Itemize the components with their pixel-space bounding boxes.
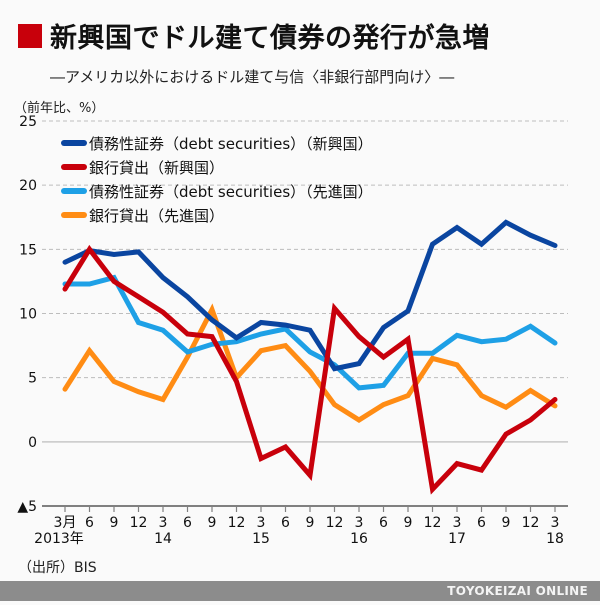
series-lines (62, 219, 558, 495)
x-tick-label: 6 (477, 515, 486, 531)
series-line (62, 303, 558, 423)
x-tick-label: 3 (159, 515, 168, 531)
footer-bar: TOYOKEIZAI ONLINE (0, 581, 600, 601)
chart-subtitle: ―アメリカ以外におけるドル建て与信〈非銀行部門向け〉― (50, 68, 455, 86)
x-tick-label: 6 (183, 515, 192, 531)
x-tick-label: 3月 (54, 515, 77, 531)
y-tick-label: ▲5 (17, 499, 37, 515)
x-tick-label: 12 (326, 515, 344, 531)
x-tick-label: 3 (551, 515, 560, 531)
x-year-label: 14 (154, 531, 172, 547)
x-tick-label: 12 (130, 515, 148, 531)
x-tick-label: 9 (208, 515, 217, 531)
x-year-label: 2013年 (34, 531, 84, 547)
x-tick-label: 9 (404, 515, 413, 531)
x-year-label: 15 (252, 531, 270, 547)
x-tick-label: 9 (502, 515, 511, 531)
y-tick-label: 5 (28, 371, 37, 387)
y-tick-label: 15 (19, 242, 37, 258)
y-axis-ticks: 25 20 15 10 5 0 ▲5 (17, 114, 37, 515)
legend-label: 銀行貸出（新興国） (89, 159, 224, 177)
x-tick-label: 6 (85, 515, 94, 531)
x-tick-label: 12 (228, 515, 246, 531)
x-year-label: 17 (448, 531, 466, 547)
y-axis-unit-label: （前年比、%） (14, 101, 105, 116)
y-tick-label: 20 (19, 178, 37, 194)
x-tick-label: 9 (306, 515, 315, 531)
x-tick-label: 3 (257, 515, 266, 531)
legend-label: 債務性証券（debt securities）（新興国） (89, 135, 373, 153)
chart-title: 新興国でドル建て債券の発行が急増 (50, 23, 490, 54)
footer-brand: TOYOKEIZAI ONLINE (447, 584, 588, 598)
legend-label: 債務性証券（debt securities）（先進国） (89, 183, 373, 201)
gridlines (42, 120, 568, 507)
title-marker-square (18, 23, 42, 48)
x-tick-label: 3 (355, 515, 364, 531)
x-tick-label: 12 (424, 515, 442, 531)
x-year-label: 18 (546, 531, 564, 547)
x-tick-label: 3 (453, 515, 462, 531)
x-tick-label: 12 (522, 515, 540, 531)
title-row: 新興国でドル建て債券の発行が急増 (18, 16, 490, 55)
x-year-label: 16 (350, 531, 368, 547)
y-tick-label: 25 (19, 114, 37, 130)
y-tick-label: 10 (19, 307, 37, 323)
y-tick-label: 0 (28, 435, 37, 451)
legend: 債務性証券（debt securities）（新興国） 銀行貸出（新興国） 債務性証… (61, 135, 373, 225)
x-tick-label: 6 (379, 515, 388, 531)
x-tick-label: 9 (110, 515, 119, 531)
x-tick-label: 6 (281, 515, 290, 531)
legend-label: 銀行貸出（先進国） (89, 207, 224, 225)
source-note: （出所）BIS (18, 560, 97, 576)
